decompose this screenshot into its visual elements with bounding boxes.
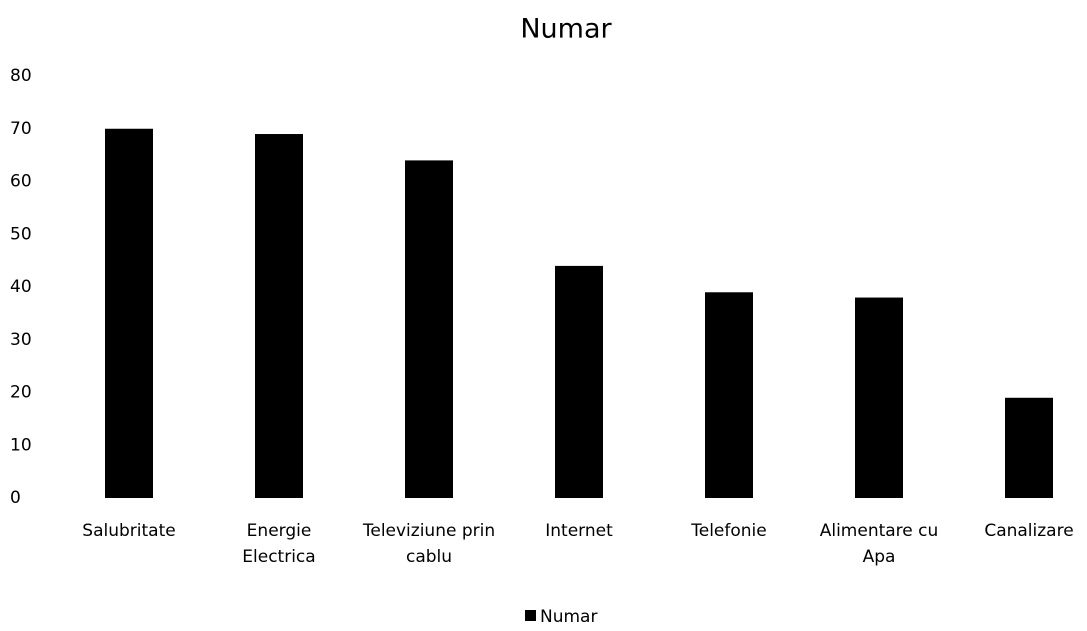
bar: [255, 134, 303, 498]
x-tick-label: Salubritate: [82, 521, 176, 541]
y-tick-label: 30: [10, 330, 32, 350]
bar: [705, 292, 753, 498]
bar: [105, 128, 153, 498]
x-tick-label: Telefonie: [691, 521, 767, 541]
x-tick-label: Internet: [545, 521, 613, 541]
bar: [555, 265, 603, 498]
y-tick-label: 60: [10, 172, 32, 192]
y-tick-label: 0: [10, 488, 21, 508]
y-tick-label: 70: [10, 119, 32, 139]
y-tick-label: 80: [10, 66, 32, 86]
bar: [855, 297, 903, 498]
bar: [1005, 397, 1053, 498]
y-tick-label: 20: [10, 383, 32, 403]
legend-swatch: [525, 610, 536, 621]
x-tick-label: Energie Electrica: [242, 521, 316, 567]
x-tick-label: Canalizare: [984, 521, 1074, 541]
chart-title: Numar: [520, 14, 612, 45]
legend-label: Numar: [540, 607, 597, 627]
bar: [405, 160, 453, 498]
x-tick-label: Alimentare cu Apa: [819, 521, 939, 567]
y-tick-label: 10: [10, 435, 32, 455]
x-tick-label: Televiziune prin cablu: [362, 521, 496, 567]
y-tick-label: 40: [10, 277, 32, 297]
y-tick-label: 50: [10, 224, 32, 244]
